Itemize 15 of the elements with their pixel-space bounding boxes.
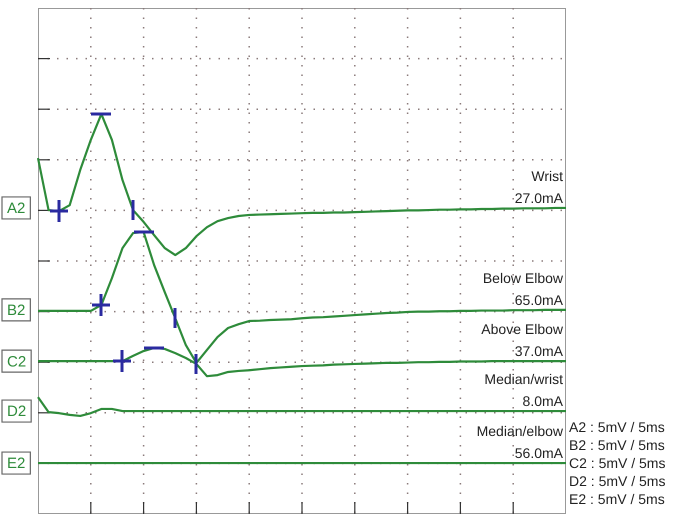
annotation: Below Elbow 65.0mA [482,270,564,308]
annotation: Median/elbow 56.0mA [476,423,564,462]
series-label: E2 [7,455,26,472]
series-label: B2 [7,302,26,319]
series-label: C2 [7,353,26,370]
annotation: Median/wrist 8.0mA [484,371,564,410]
annotation: Wrist 27.0mA [514,168,564,206]
annotation: Above Elbow 37.0mA [481,321,564,360]
text: E2 : 5mV / 5ms [569,490,665,507]
text: C2 : 5mV / 5ms [569,454,666,471]
series-label: A2 [7,200,26,218]
text: A2 : 5mV / 5ms [569,418,665,435]
text: B2 : 5mV / 5ms [569,436,665,453]
text: D2 : 5mV / 5ms [569,472,666,489]
series-label: D2 [7,403,26,420]
